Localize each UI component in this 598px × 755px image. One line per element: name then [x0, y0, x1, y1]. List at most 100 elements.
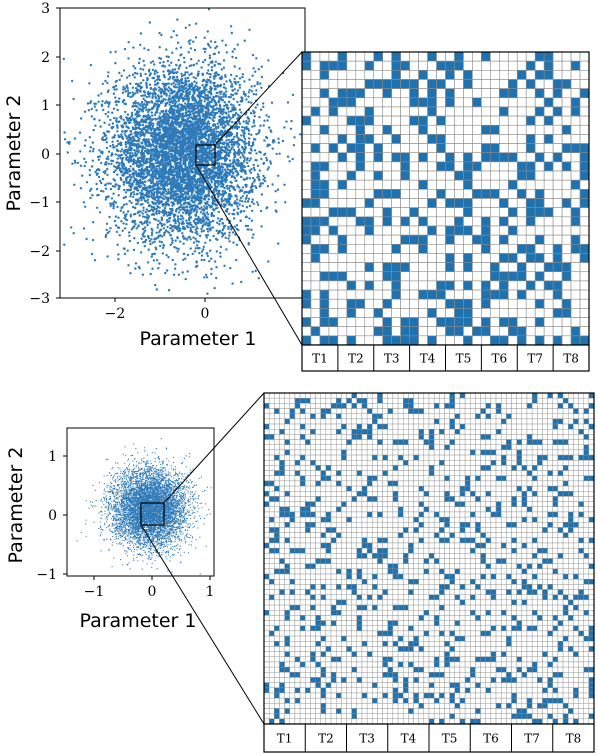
- scatter-point: [209, 227, 212, 230]
- scatter-point: [255, 57, 258, 60]
- scatter-point: [122, 118, 125, 122]
- scatter-point: [212, 214, 216, 218]
- scatter-point: [252, 202, 255, 205]
- scatter-point: [243, 80, 246, 83]
- scatter-point: [129, 272, 132, 275]
- scatter-point: [253, 149, 257, 152]
- scatter-point: [109, 227, 112, 230]
- scatter-point: [223, 130, 226, 133]
- scatter-point: [236, 184, 239, 187]
- scatter-point: [189, 238, 192, 241]
- scatter-point: [277, 137, 280, 140]
- scatter-point: [227, 200, 231, 203]
- scatter-point: [246, 161, 249, 164]
- scatter-point: [124, 153, 128, 157]
- scatter-point: [185, 201, 188, 204]
- scatter-point: [231, 282, 234, 285]
- scatter-point: [286, 155, 290, 158]
- scatter-point: [104, 112, 107, 116]
- scatter-point: [201, 73, 205, 76]
- scatter-point: [154, 161, 158, 165]
- scatter-point: [249, 171, 253, 174]
- scatter-point: [131, 91, 134, 94]
- scatter-point: [213, 52, 217, 55]
- scatter-point: [96, 172, 99, 175]
- scatter-point: [258, 185, 261, 188]
- scatter-point: [116, 243, 119, 246]
- scatter-point: [257, 68, 260, 71]
- scatter-point: [254, 70, 257, 73]
- scatter-point: [89, 63, 93, 67]
- scatter-point: [179, 240, 182, 243]
- scatter-point: [158, 112, 162, 115]
- scatter-point: [140, 175, 143, 178]
- scatter-point: [173, 168, 177, 171]
- scatter-point: [197, 215, 200, 219]
- scatter-point: [160, 124, 163, 127]
- scatter-point: [63, 138, 67, 141]
- scatter-point: [83, 157, 86, 161]
- scatter-point: [155, 180, 158, 184]
- scatter-point: [186, 224, 189, 228]
- scatter-point: [271, 141, 275, 144]
- scatter-point: [204, 234, 208, 237]
- scatter-point: [134, 212, 137, 216]
- scatter-point: [155, 165, 158, 168]
- scatter-point: [159, 182, 162, 185]
- scatter-point: [150, 133, 153, 136]
- scatter-point: [223, 101, 226, 104]
- scatter-point: [145, 149, 148, 153]
- scatter-point: [160, 150, 163, 153]
- scatter-point: [174, 222, 177, 225]
- scatter-point: [239, 196, 243, 200]
- scatter-point: [156, 71, 159, 74]
- scatter-point: [165, 142, 168, 145]
- scatter-point: [95, 187, 99, 191]
- scatter-point: [192, 219, 196, 223]
- scatter-point: [186, 270, 189, 273]
- scatter-point: [121, 91, 125, 94]
- scatter-point: [147, 248, 150, 251]
- scatter-point: [97, 175, 101, 179]
- scatter-point: [147, 48, 150, 52]
- scatter-point: [132, 65, 135, 68]
- scatter-point: [169, 234, 172, 237]
- scatter-point: [251, 270, 254, 273]
- scatter-point: [242, 133, 245, 136]
- scatter-point: [283, 126, 286, 129]
- scatter-point: [178, 222, 181, 225]
- scatter-point: [147, 110, 150, 114]
- scatter-point: [102, 108, 105, 112]
- scatter-point: [189, 113, 192, 116]
- scatter-point: [141, 148, 144, 151]
- scatter-point: [195, 211, 198, 214]
- scatter-point: [217, 210, 220, 214]
- scatter-point: [123, 227, 127, 230]
- scatter-point: [164, 102, 167, 105]
- scatter-point: [111, 143, 115, 147]
- scatter-point: [200, 187, 204, 190]
- scatter-point: [277, 174, 280, 177]
- scatter-point: [130, 201, 133, 204]
- scatter-point: [137, 138, 140, 142]
- scatter-point: [134, 267, 137, 270]
- scatter-point: [186, 71, 189, 74]
- scatter-point: [126, 249, 129, 252]
- scatter-point: [134, 117, 137, 120]
- scatter-point: [196, 264, 199, 268]
- scatter-point: [63, 243, 66, 246]
- scatter-point: [119, 135, 123, 138]
- scatter-point: [200, 258, 203, 262]
- scatter-point: [117, 258, 120, 261]
- scatter-point: [225, 139, 228, 142]
- scatter-point: [164, 98, 167, 101]
- scatter-point: [243, 165, 247, 169]
- scatter-point: [137, 189, 140, 192]
- scatter-point: [138, 89, 142, 93]
- scatter-point: [249, 190, 253, 193]
- scatter-point: [122, 222, 125, 225]
- scatter-point: [176, 18, 179, 21]
- scatter-point: [121, 100, 125, 104]
- scatter-point: [117, 100, 121, 104]
- scatter-point: [255, 159, 258, 162]
